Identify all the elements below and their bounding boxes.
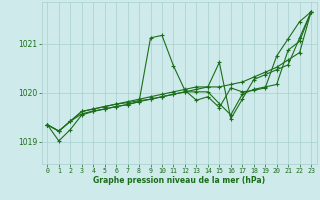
X-axis label: Graphe pression niveau de la mer (hPa): Graphe pression niveau de la mer (hPa) [93, 176, 265, 185]
